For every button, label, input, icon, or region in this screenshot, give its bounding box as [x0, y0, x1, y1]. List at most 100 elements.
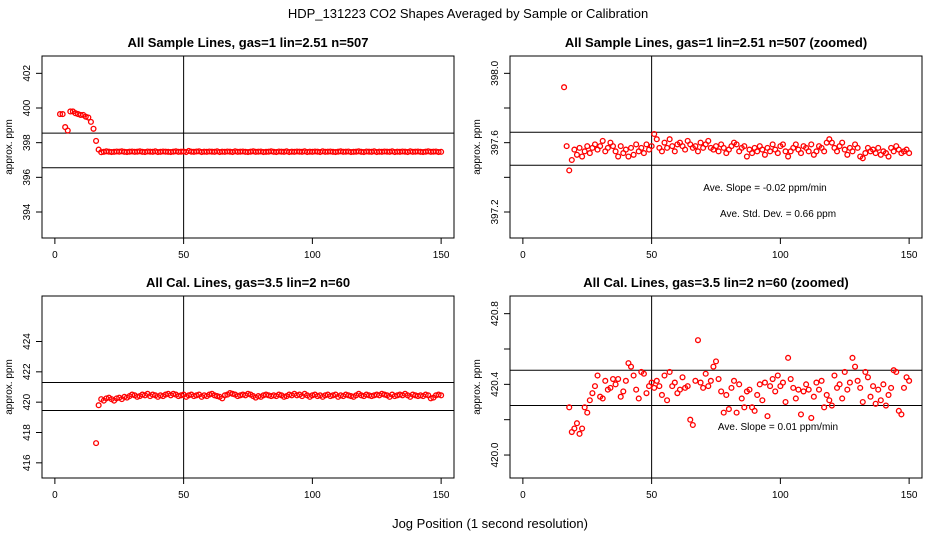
chart-title: All Cal. Lines, gas=3.5 lin=2 n=60 [146, 275, 350, 290]
data-point [661, 139, 668, 146]
x-tick-label: 50 [646, 250, 658, 261]
data-point [576, 144, 583, 151]
data-point [862, 368, 869, 376]
data-point [342, 391, 349, 398]
data-point [875, 386, 882, 393]
data-point [787, 375, 794, 383]
y-tick-label: 416 [22, 454, 33, 471]
data-point [563, 143, 570, 150]
data-point [669, 143, 676, 150]
data-point [800, 388, 807, 395]
y-axis-label: approx. ppm [472, 359, 483, 415]
annotation: Ave. Slope = 0.01 ppm/min [718, 422, 838, 433]
data-point [609, 143, 617, 150]
data-point [782, 148, 789, 155]
x-tick-label: 100 [772, 490, 789, 501]
data-point [715, 148, 722, 155]
data-point [435, 391, 442, 398]
data-point [872, 400, 879, 407]
data-point [378, 390, 385, 397]
data-point [175, 393, 182, 400]
y-tick-label: 396 [22, 169, 33, 186]
data-point [875, 144, 882, 151]
data-point [728, 384, 735, 391]
data-point [586, 397, 593, 404]
data-point [594, 372, 601, 379]
data-point [756, 381, 763, 388]
data-point [828, 402, 835, 409]
data-point [579, 153, 586, 160]
data-point [857, 384, 864, 391]
data-point [900, 384, 908, 391]
y-axis-label: approx. ppm [4, 119, 15, 175]
data-point [635, 395, 642, 402]
data-point [612, 148, 619, 155]
data-point [906, 150, 913, 157]
data-point [622, 377, 629, 384]
data-point [651, 384, 658, 391]
data-point [687, 416, 694, 423]
data-point [85, 114, 92, 121]
data-point [643, 390, 650, 397]
data-point [689, 421, 696, 429]
x-tick-label: 0 [520, 250, 526, 261]
data-point [694, 337, 702, 344]
data-point [821, 148, 828, 155]
data-point [733, 409, 740, 416]
data-point [93, 440, 100, 447]
data-point [810, 393, 817, 400]
y-tick-label: 394 [22, 203, 33, 220]
data-point [658, 148, 665, 155]
x-tick-label: 0 [52, 490, 58, 501]
x-tick-label: 100 [304, 490, 321, 501]
x-tick-label: 50 [646, 490, 658, 501]
data-point [666, 368, 673, 376]
x-tick-label: 0 [52, 250, 58, 261]
data-point [795, 386, 802, 393]
data-point [692, 143, 699, 150]
data-point [697, 379, 704, 386]
data-point [826, 397, 833, 404]
data-point [93, 137, 100, 144]
y-tick-label: 397.6 [490, 130, 501, 155]
data-point [849, 148, 856, 155]
data-point [630, 372, 637, 379]
data-point [409, 391, 416, 398]
plot-frame [41, 55, 455, 239]
y-axis-label: approx. ppm [4, 359, 15, 415]
data-point [736, 381, 743, 388]
data-point [244, 390, 252, 397]
data-point [602, 377, 609, 384]
plot-frame [509, 55, 923, 239]
data-point [77, 111, 84, 118]
data-point [769, 375, 776, 383]
data-point [566, 404, 573, 411]
data-point [627, 144, 635, 151]
data-point [571, 146, 578, 153]
data-point [345, 392, 352, 399]
data-point [839, 395, 846, 402]
data-point [591, 141, 599, 148]
data-point [633, 386, 640, 393]
data-point [568, 156, 575, 164]
data-point [275, 391, 282, 398]
data-point [797, 150, 805, 157]
data-point [746, 386, 753, 393]
data-point [329, 392, 337, 399]
data-point [751, 407, 758, 414]
data-point [226, 390, 234, 397]
data-point [90, 125, 97, 132]
x-tick-label: 50 [178, 250, 190, 261]
x-tick-label: 150 [901, 490, 918, 501]
data-point [589, 390, 596, 397]
data-point [854, 377, 861, 384]
data-point [872, 150, 879, 157]
x-tick-label: 50 [178, 490, 190, 501]
data-point [438, 392, 445, 399]
data-point [56, 111, 64, 118]
y-tick-label: 422 [22, 363, 33, 380]
data-point [743, 153, 750, 160]
data-point [761, 379, 768, 386]
x-tick-label: 150 [901, 250, 918, 261]
data-point [561, 84, 568, 91]
